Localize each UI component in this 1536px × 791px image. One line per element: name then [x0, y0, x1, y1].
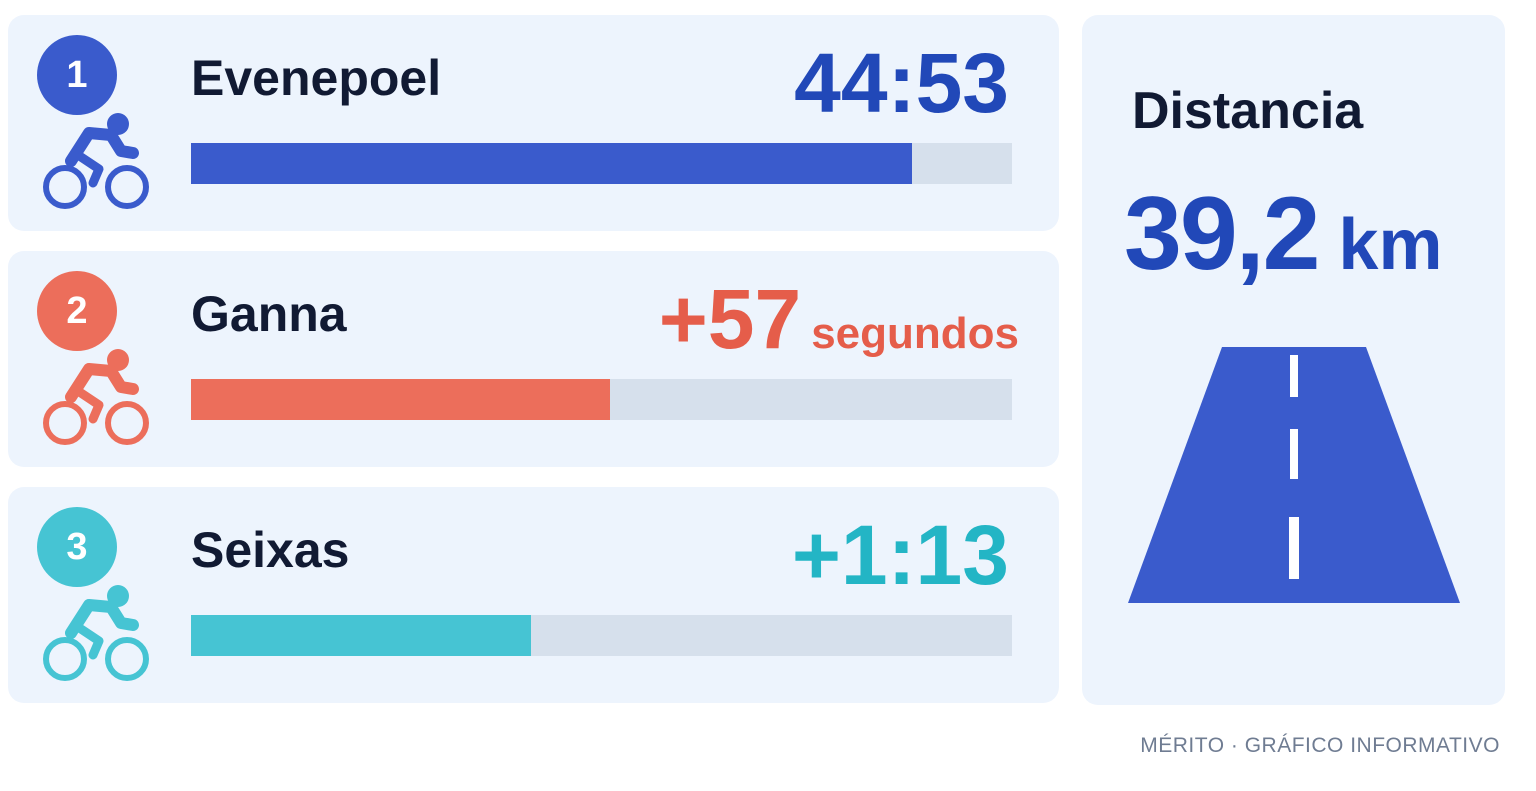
rider-name: Evenepoel [191, 50, 442, 106]
rider-leg [76, 152, 104, 188]
footer-credit: MÉRITO · GRÁFICO INFORMATIVO [1140, 734, 1500, 757]
bar-fill [191, 379, 610, 420]
time-value: 44:53 [794, 36, 1009, 130]
rider-time: +1:13 [792, 505, 1019, 605]
road-lane-mark [1290, 355, 1298, 397]
distance-value: 39,2 km [1124, 175, 1442, 294]
rear-wheel [43, 401, 87, 445]
time-value: +57 [658, 272, 802, 366]
road-icon [1128, 347, 1460, 603]
distance-unit: km [1338, 205, 1443, 285]
rider-time: 44:53 [794, 33, 1019, 133]
front-wheel [105, 401, 149, 445]
time-unit: segundos [811, 309, 1019, 358]
bar-track [191, 143, 1012, 184]
rider-leg [76, 624, 104, 660]
rear-wheel [43, 637, 87, 681]
bar-track [191, 615, 1012, 656]
road-lane-mark [1290, 429, 1298, 479]
rank-badge: 1 [37, 35, 117, 115]
bar-track [191, 379, 1012, 420]
front-wheel [105, 637, 149, 681]
rider-leg [76, 388, 104, 424]
rider-body [65, 363, 139, 403]
rider-time: +57 segundos [659, 269, 1019, 369]
rear-wheel [43, 165, 87, 209]
road-lane-mark [1289, 517, 1299, 579]
cyclist-icon [43, 349, 149, 445]
rider-name: Ganna [191, 286, 347, 342]
distance-card: Distancia 39,2 km [1082, 15, 1505, 705]
rank-badge: 3 [37, 507, 117, 587]
cyclist-icon [43, 113, 149, 209]
bar-fill [191, 143, 912, 184]
distance-title: Distancia [1132, 82, 1364, 140]
rank-badge: 2 [37, 271, 117, 351]
distance-number: 39,2 [1124, 176, 1320, 292]
rider-card-1: 1 Evenepoel 44:53 [8, 15, 1059, 231]
rider-card-3: 3 Seixas +1:13 [8, 487, 1059, 703]
cyclist-icon [43, 585, 149, 681]
bar-fill [191, 615, 531, 656]
rider-name: Seixas [191, 522, 350, 578]
front-wheel [105, 165, 149, 209]
rider-card-2: 2 Ganna +57 segundos [8, 251, 1059, 467]
rider-body [65, 127, 139, 167]
time-value: +1:13 [791, 508, 1009, 602]
rider-body [65, 599, 139, 639]
